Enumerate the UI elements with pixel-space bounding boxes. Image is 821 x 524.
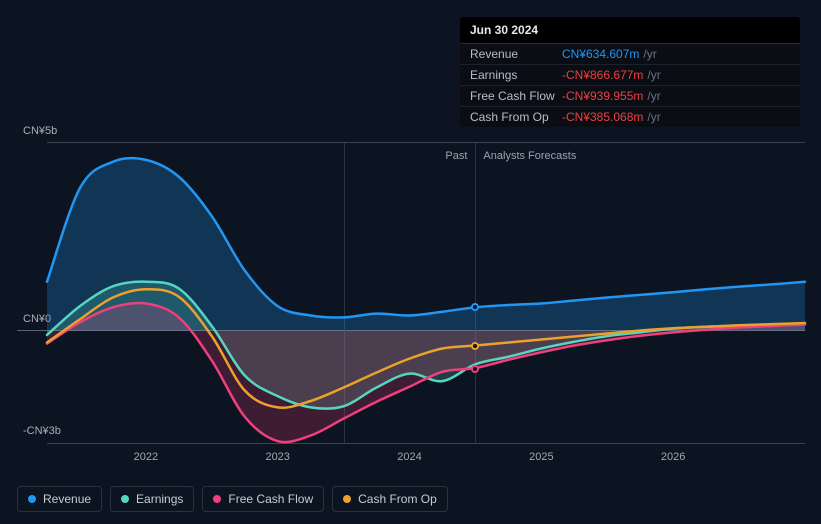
tooltip-units: /yr: [643, 47, 656, 61]
legend-item-earnings[interactable]: Earnings: [110, 486, 194, 512]
legend-label: Free Cash Flow: [228, 492, 313, 506]
legend-dot-icon: [213, 495, 221, 503]
tooltip-units: /yr: [647, 89, 660, 103]
tooltip-units: /yr: [647, 68, 660, 82]
legend-dot-icon: [121, 495, 129, 503]
legend-dot-icon: [28, 495, 36, 503]
series-marker: [471, 303, 479, 311]
legend-label: Earnings: [136, 492, 183, 506]
tooltip-row-cfo: Cash From Op -CN¥385.068m /yr: [460, 107, 800, 127]
legend-item-cfo[interactable]: Cash From Op: [332, 486, 448, 512]
tooltip-row-revenue: Revenue CN¥634.607m /yr: [460, 44, 800, 65]
series-marker: [471, 342, 479, 350]
tooltip-value: -CN¥939.955m: [562, 89, 643, 103]
legend-dot-icon: [343, 495, 351, 503]
tooltip-label: Free Cash Flow: [470, 89, 562, 103]
legend-item-revenue[interactable]: Revenue: [17, 486, 102, 512]
legend: Revenue Earnings Free Cash Flow Cash Fro…: [17, 486, 448, 512]
legend-label: Cash From Op: [358, 492, 437, 506]
tooltip-value: -CN¥866.677m: [562, 68, 643, 82]
tooltip-date: Jun 30 2024: [460, 17, 800, 44]
x-tick-label: 2022: [134, 451, 158, 463]
tooltip-label: Revenue: [470, 47, 562, 61]
tooltip-label: Cash From Op: [470, 110, 562, 124]
x-tick-label: 2025: [529, 451, 553, 463]
tooltip-row-earnings: Earnings -CN¥866.677m /yr: [460, 65, 800, 86]
tooltip-value: -CN¥385.068m: [562, 110, 643, 124]
series-marker: [471, 365, 479, 373]
x-tick-label: 2023: [265, 451, 289, 463]
tooltip-units: /yr: [647, 110, 660, 124]
plot-area[interactable]: [47, 142, 805, 444]
x-tick-label: 2024: [397, 451, 421, 463]
plot-svg: [47, 143, 805, 443]
legend-item-fcf[interactable]: Free Cash Flow: [202, 486, 324, 512]
hover-tooltip: Jun 30 2024 Revenue CN¥634.607m /yr Earn…: [460, 17, 800, 127]
tooltip-value: CN¥634.607m: [562, 47, 639, 61]
x-tick-label: 2026: [661, 451, 685, 463]
y-tick-label: CN¥5b: [23, 125, 57, 137]
tooltip-row-fcf: Free Cash Flow -CN¥939.955m /yr: [460, 86, 800, 107]
legend-label: Revenue: [43, 492, 91, 506]
tooltip-label: Earnings: [470, 68, 562, 82]
